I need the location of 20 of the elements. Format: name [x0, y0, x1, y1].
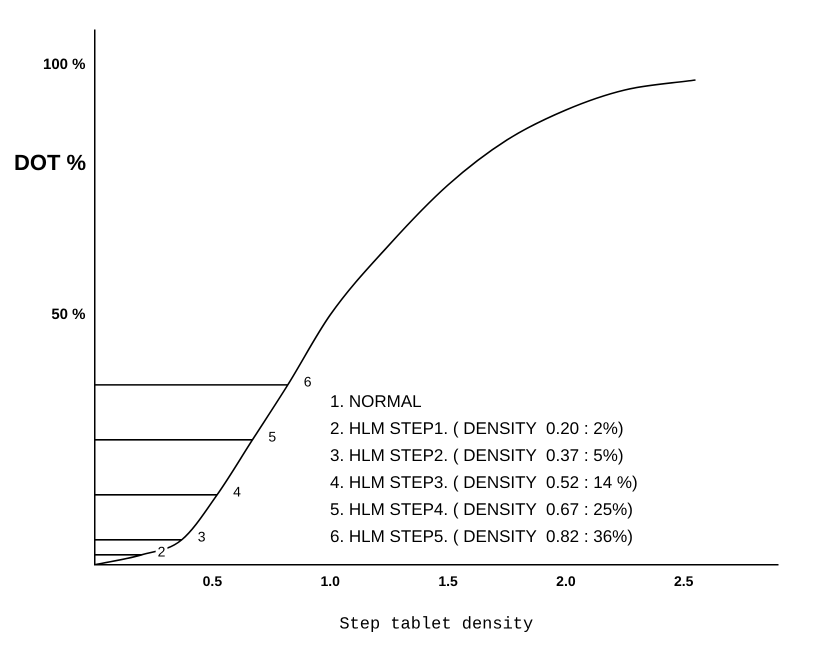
x-tick-label: 1.0	[320, 573, 340, 590]
x-tick-label: 0.5	[202, 573, 222, 590]
annotation: 2	[158, 544, 166, 560]
annotation: 3	[198, 528, 206, 545]
x-tick-label: 2.0	[556, 573, 576, 590]
x-tick-label: 1.5	[438, 573, 458, 590]
annotation: 2. HLM STEP1. ( DENSITY 0.20 : 2%)	[330, 419, 624, 438]
annotation: 3. HLM STEP2. ( DENSITY 0.37 : 5%)	[330, 446, 624, 465]
annotation: 6. HLM STEP5. ( DENSITY 0.82 : 36%)	[330, 527, 633, 546]
annotation: 1. NORMAL	[330, 392, 422, 411]
annotation: 5. HLM STEP4. ( DENSITY 0.67 : 25%)	[330, 500, 633, 519]
annotation: 4. HLM STEP3. ( DENSITY 0.52 : 14 %)	[330, 473, 638, 492]
x-tick-label: 2.5	[674, 573, 694, 590]
annotation: 4	[233, 484, 242, 500]
x-axis-title: Step tablet density	[339, 615, 534, 634]
annotation: 6	[304, 374, 312, 390]
annotation: 5	[268, 428, 276, 445]
y-tick-label: 100 %	[42, 56, 86, 74]
y-axis-title: DOT %	[14, 150, 86, 176]
y-tick-label: 50 %	[51, 306, 86, 324]
